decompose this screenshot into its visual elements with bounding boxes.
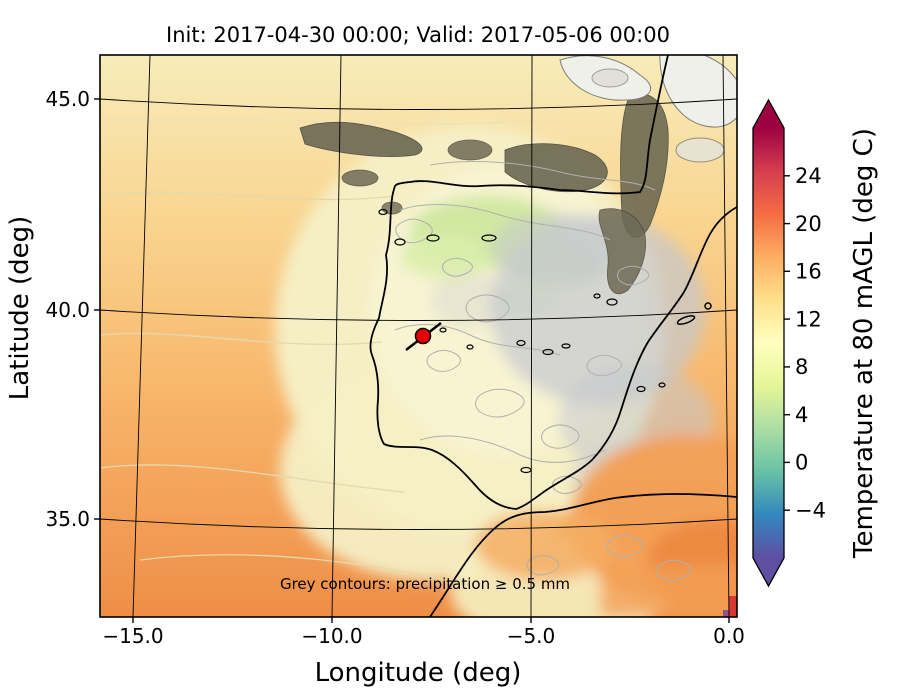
ocean-temp-contours [100, 117, 541, 586]
plot-title: Init: 2017-04-30 00:00; Valid: 2017-05-0… [166, 23, 670, 47]
map-canvas: Grey contours: precipitation ≥ 0.5 mm [100, 55, 737, 617]
precip-annotation: Grey contours: precipitation ≥ 0.5 mm [280, 575, 570, 593]
colorbar-tick-label: 4 [795, 403, 808, 427]
x-tick-label: 0.0 [713, 624, 745, 648]
extreme-temp-corner [723, 596, 737, 617]
precipitation-contours [394, 160, 692, 582]
colorbar-tick-label: 24 [795, 164, 822, 188]
coastline [369, 55, 737, 617]
colorbar-extend-min [753, 558, 784, 586]
colorbar-tick-label: 20 [795, 212, 822, 236]
cloud-shading-dark [299, 93, 669, 295]
colorbar-label: Temperature at 80 mAGL (deg C) [849, 128, 879, 559]
station-marker [405, 322, 442, 351]
small-black-contours [378, 208, 666, 474]
colorbar-ticks [784, 175, 790, 511]
colorbar-tick-label: 8 [795, 355, 808, 379]
colorbar-extend-max [753, 100, 784, 128]
colorbar-tick-labels: 24 20 16 12 8 4 0 −4 [795, 164, 826, 523]
x-axis-label: Longitude (deg) [315, 658, 522, 688]
station-marker-dot [414, 327, 432, 345]
y-axis-label: Latitude (deg) [5, 216, 35, 401]
colorbar-tick-label: 16 [795, 260, 822, 284]
plot-border [99, 54, 738, 618]
y-tick-label: 40.0 [45, 298, 90, 322]
graticule [100, 55, 737, 617]
y-tick-label: 45.0 [45, 87, 90, 111]
colorbar-outline [752, 98, 785, 588]
y-tick-label: 35.0 [45, 507, 90, 531]
colorbar-tick-label: −4 [795, 499, 826, 523]
y-tick-labels: 45.0 40.0 35.0 [45, 87, 90, 531]
x-tick-label: −5.0 [507, 624, 556, 648]
temperature-field-regions [275, 125, 737, 617]
colorbar-tick-label: 0 [795, 451, 808, 475]
x-tick-label: −15.0 [102, 624, 163, 648]
colorbar-tick-label: 12 [795, 308, 822, 332]
colorbar-gradient [753, 128, 784, 558]
colorbar: 24 20 16 12 8 4 0 −4 Temperature at 80 m… [752, 98, 879, 588]
axis-ticks [94, 98, 730, 623]
x-tick-label: −10.0 [301, 624, 362, 648]
x-tick-labels: −15.0 −10.0 −5.0 0.0 [102, 624, 745, 648]
cloud-shading-light [559, 55, 737, 163]
